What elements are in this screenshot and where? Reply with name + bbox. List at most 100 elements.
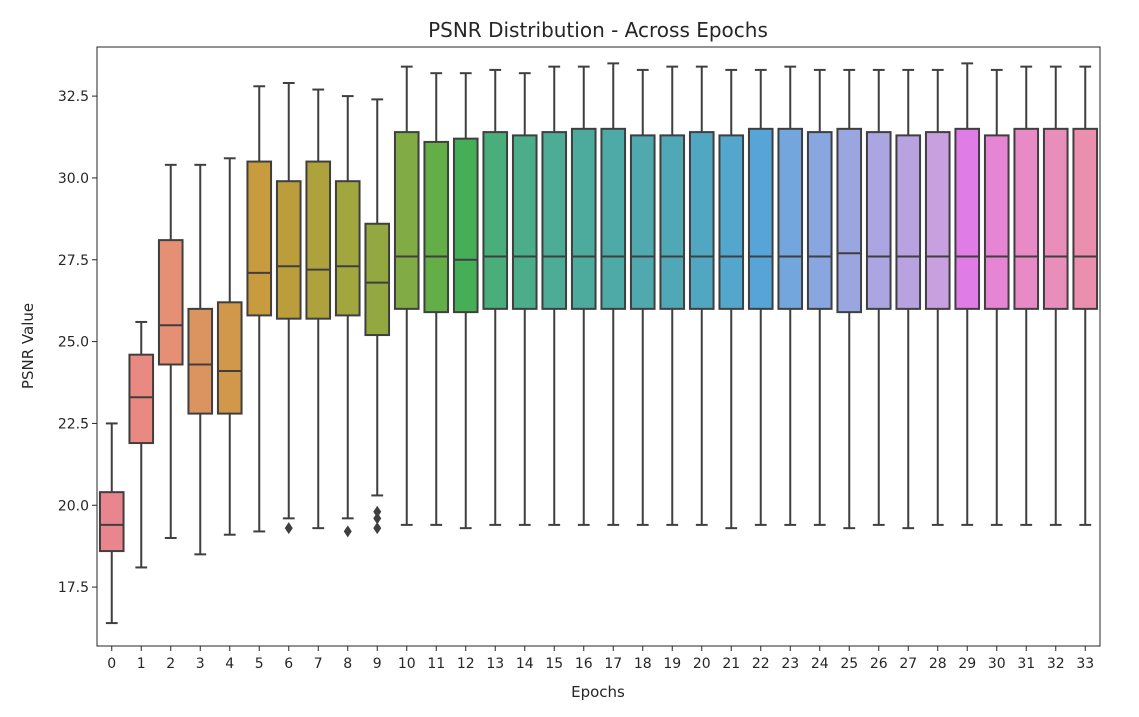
- y-tick-label: 32.5: [58, 89, 89, 105]
- iqr-box: [836, 127, 863, 314]
- x-tick-label: 1: [137, 656, 146, 672]
- box-epoch-30: [983, 68, 1010, 526]
- x-tick-label: 13: [486, 656, 504, 672]
- x-tick-label: 22: [752, 656, 770, 672]
- x-tick-label: 6: [284, 656, 293, 672]
- y-tick-label: 27.5: [58, 253, 89, 269]
- iqr-box: [718, 134, 745, 310]
- x-tick-label: 30: [988, 656, 1006, 672]
- box-epoch-24: [806, 68, 833, 526]
- iqr-box: [364, 222, 391, 337]
- iqr-box: [452, 137, 479, 314]
- x-tick-label: 5: [255, 656, 264, 672]
- x-tick-label: 11: [427, 656, 445, 672]
- iqr-box: [629, 134, 656, 310]
- x-tick-label: 29: [958, 656, 976, 672]
- outlier-point: [284, 522, 293, 535]
- x-tick-label: 18: [634, 656, 652, 672]
- iqr-box: [954, 127, 981, 310]
- box-epoch-11: [423, 72, 450, 526]
- iqr-box: [983, 134, 1010, 310]
- iqr-box: [393, 131, 420, 310]
- x-tick-label: 23: [781, 656, 799, 672]
- box-epoch-29: [954, 62, 981, 526]
- box-epoch-2: [157, 163, 184, 539]
- x-tick-label: 31: [1017, 656, 1035, 672]
- iqr-box: [482, 131, 509, 310]
- box-series: [98, 62, 1099, 625]
- box-epoch-13: [482, 68, 509, 526]
- iqr-box: [128, 353, 155, 445]
- box-epoch-16: [570, 65, 597, 526]
- box-epoch-20: [688, 65, 715, 526]
- x-tick-label: 20: [693, 656, 711, 672]
- x-tick-label: 17: [604, 656, 622, 672]
- iqr-box: [747, 127, 774, 310]
- iqr-box: [98, 491, 125, 553]
- box-epoch-3: [187, 163, 214, 556]
- iqr-box: [688, 131, 715, 310]
- x-tick-label: 9: [373, 656, 382, 672]
- x-tick-label: 3: [196, 656, 205, 672]
- iqr-box: [806, 131, 833, 310]
- box-epoch-25: [836, 68, 863, 530]
- outlier-point: [373, 512, 382, 525]
- box-epoch-4: [216, 157, 243, 536]
- box-epoch-8: [334, 95, 361, 538]
- box-epoch-6: [275, 82, 302, 535]
- box-epoch-10: [393, 65, 420, 526]
- x-tick-label: 25: [840, 656, 858, 672]
- box-epoch-26: [865, 68, 892, 526]
- iqr-box: [1042, 127, 1069, 310]
- y-tick-label: 30.0: [58, 171, 89, 187]
- box-epoch-0: [98, 422, 125, 625]
- x-tick-label: 19: [663, 656, 681, 672]
- x-tick-label: 28: [929, 656, 947, 672]
- box-epoch-19: [659, 65, 686, 526]
- x-tick-label: 15: [545, 656, 563, 672]
- iqr-box: [1013, 127, 1040, 310]
- chart-title: PSNR Distribution - Across Epochs: [428, 18, 768, 42]
- iqr-box: [334, 180, 361, 317]
- x-tick-label: 32: [1047, 656, 1065, 672]
- x-tick-label: 0: [107, 656, 116, 672]
- box-epoch-12: [452, 72, 479, 530]
- iqr-box: [570, 127, 597, 310]
- iqr-box: [659, 134, 686, 310]
- iqr-box: [865, 131, 892, 310]
- x-tick-label: 12: [457, 656, 475, 672]
- box-epoch-7: [305, 88, 332, 530]
- iqr-box: [1072, 127, 1099, 310]
- iqr-box: [187, 307, 214, 415]
- box-epoch-9: [364, 98, 391, 535]
- x-tick-label: 33: [1076, 656, 1094, 672]
- y-tick-label: 17.5: [58, 580, 89, 596]
- iqr-box: [246, 160, 273, 317]
- outlier-point: [373, 505, 382, 518]
- outlier-point: [343, 525, 352, 538]
- box-epoch-33: [1072, 65, 1099, 526]
- y-tick-label: 22.5: [58, 416, 89, 432]
- iqr-box: [423, 140, 450, 314]
- box-epoch-14: [511, 72, 538, 526]
- x-tick-label: 2: [166, 656, 175, 672]
- box-epoch-18: [629, 68, 656, 526]
- x-tick-label: 24: [811, 656, 829, 672]
- iqr-box: [895, 134, 922, 310]
- plot-frame: [96, 46, 1101, 647]
- x-tick-label: 7: [314, 656, 323, 672]
- iqr-box: [511, 134, 538, 310]
- x-axis-label: Epochs: [571, 683, 625, 701]
- box-epoch-5: [246, 85, 273, 533]
- box-epoch-23: [777, 65, 804, 526]
- box-epoch-15: [541, 65, 568, 526]
- x-tick-label: 26: [870, 656, 888, 672]
- x-tick-label: 10: [398, 656, 416, 672]
- iqr-box: [275, 180, 302, 320]
- box-epoch-1: [128, 320, 155, 569]
- box-epoch-22: [747, 68, 774, 526]
- box-epoch-27: [895, 68, 922, 530]
- box-epoch-21: [718, 68, 745, 530]
- box-epoch-17: [600, 62, 627, 526]
- iqr-box: [541, 131, 568, 310]
